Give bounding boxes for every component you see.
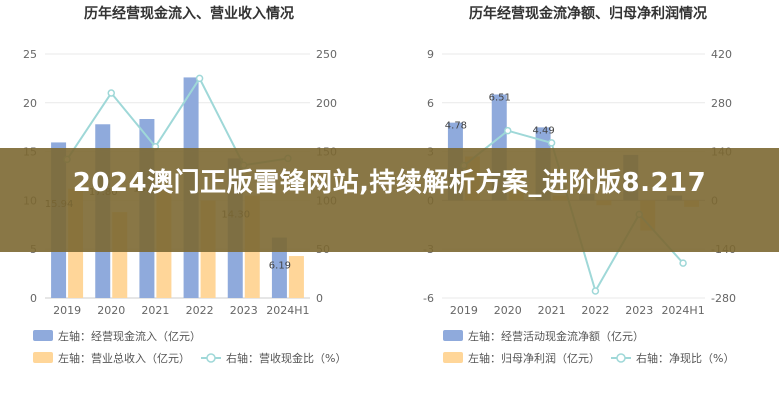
y-left-tick-label: 20 — [23, 97, 37, 110]
x-tick-label: 2022 — [186, 304, 214, 317]
line-point — [591, 287, 600, 295]
y-left-tick-label: 25 — [23, 48, 37, 61]
legend-swatch-primary — [443, 330, 463, 341]
x-tick-label: 2020 — [97, 304, 125, 317]
line-point — [547, 139, 556, 147]
x-tick-label: 2019 — [450, 304, 478, 317]
x-tick-label: 2023 — [625, 304, 653, 317]
y-right-tick-label: 250 — [316, 48, 337, 61]
y-right-tick-label: -280 — [711, 292, 736, 305]
y-left-tick-label: -6 — [423, 292, 434, 305]
x-tick-label: 2021 — [141, 304, 169, 317]
y-right-tick-label: 280 — [711, 97, 732, 110]
legend-swatch-line-marker — [616, 353, 626, 363]
legend-swatch-secondary — [443, 352, 463, 363]
legend-label: 右轴：营收现金比（%） — [226, 351, 346, 365]
line-point — [679, 259, 687, 267]
data-label: 4.49 — [532, 125, 554, 136]
y-right-tick-label: 200 — [316, 97, 337, 110]
legend-label: 右轴：净现比（%） — [636, 351, 734, 365]
bar-secondary — [288, 256, 304, 298]
x-tick-label: 2021 — [538, 304, 566, 317]
watermark-banner: 2024澳门正版雷锋网站,持续解析方案_进阶版8.217 — [0, 148, 779, 252]
legend-swatch-primary — [33, 330, 53, 341]
y-left-tick-label: 0 — [30, 292, 37, 305]
legend-label: 左轴：营业总收入（亿元） — [58, 351, 190, 365]
legend-label: 左轴：经营现金流入（亿元） — [58, 329, 201, 343]
legend-label: 左轴：归母净利润（亿元） — [468, 351, 600, 365]
y-left-tick-label: 6 — [427, 97, 434, 110]
line-point — [504, 126, 512, 135]
y-left-tick-label: 9 — [427, 48, 434, 61]
legend-swatch-line-marker — [206, 353, 216, 363]
x-tick-label: 2020 — [494, 304, 522, 317]
legend-swatch-secondary — [33, 352, 53, 363]
x-tick-label: 2024H1 — [266, 304, 309, 317]
y-right-tick-label: 0 — [316, 292, 323, 305]
x-tick-label: 2019 — [53, 304, 81, 317]
data-label: 4.78 — [445, 121, 467, 132]
banner-text: 2024澳门正版雷锋网站,持续解析方案_进阶版8.217 — [72, 168, 707, 198]
x-tick-label: 2023 — [230, 304, 258, 317]
x-tick-label: 2024H1 — [661, 304, 704, 317]
data-label: 6.19 — [269, 261, 291, 272]
legend-label: 左轴：经营活动现金流净额（亿元） — [468, 329, 644, 343]
line-point — [107, 89, 115, 97]
y-right-tick-label: 420 — [711, 48, 732, 61]
line-point — [195, 74, 204, 83]
chart-title: 历年经营现金流净额、归母净利润情况 — [469, 5, 707, 22]
chart-title: 历年经营现金流入、营业收入情况 — [84, 5, 294, 22]
bar-primary — [271, 237, 287, 298]
data-label: 6.51 — [489, 93, 511, 104]
x-tick-label: 2022 — [581, 304, 609, 317]
